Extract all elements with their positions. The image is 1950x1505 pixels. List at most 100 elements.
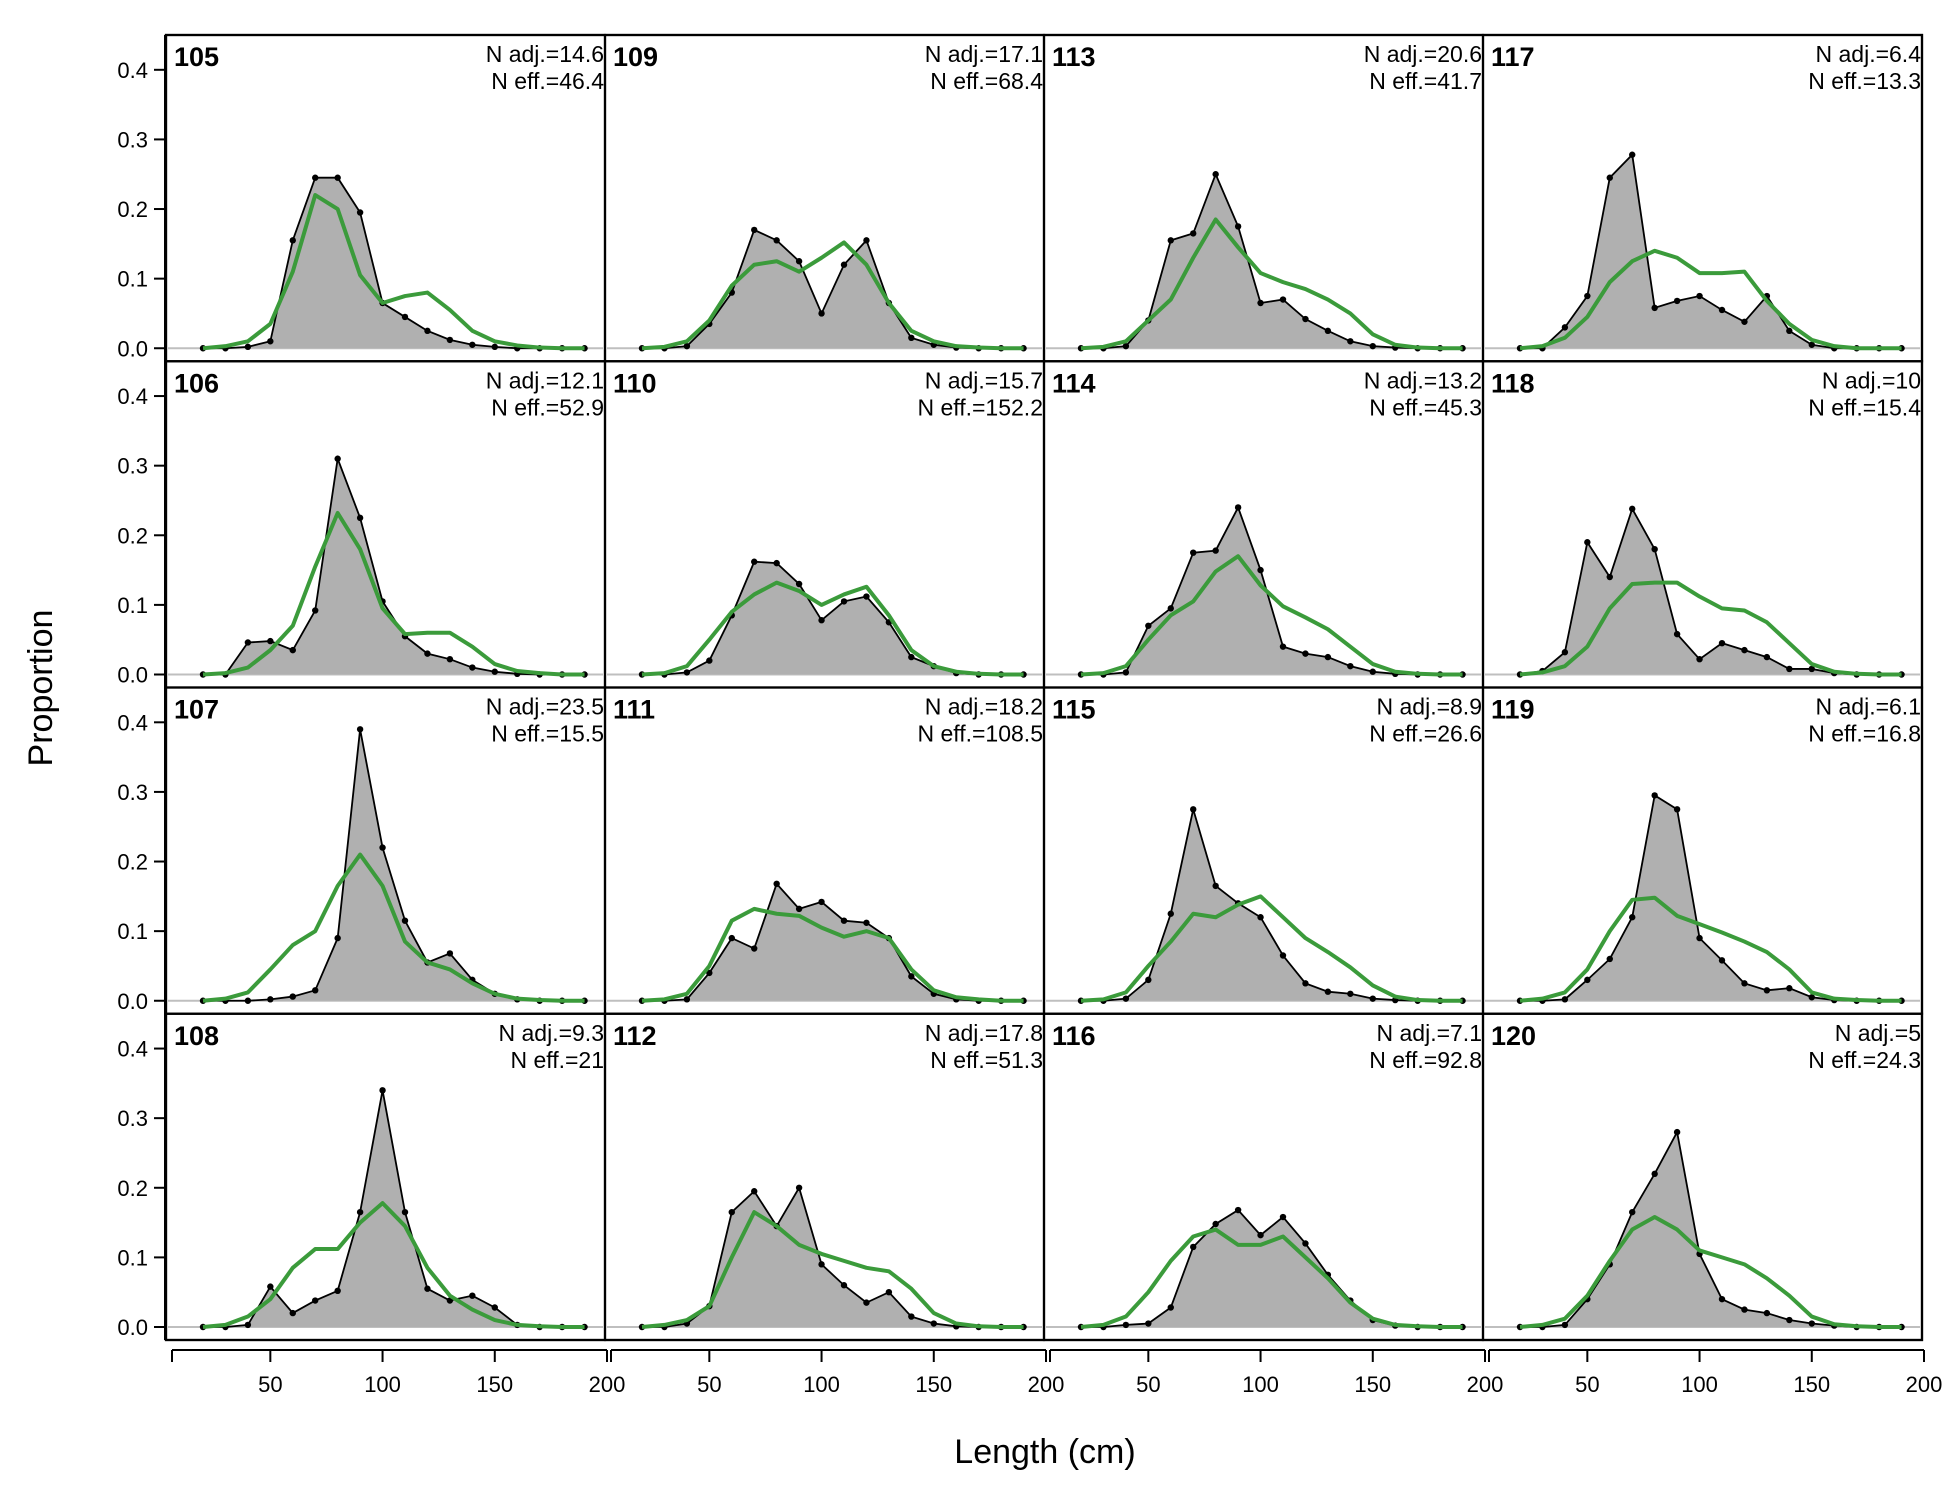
observed-point-116-80 <box>1212 1220 1219 1228</box>
observed-point-114-90 <box>1234 504 1242 511</box>
y-tick-label-106-4: 0.4 <box>117 384 148 409</box>
panel-n-eff-115: N eff.=26.6 <box>1369 721 1482 747</box>
observed-point-108-80 <box>334 1287 341 1295</box>
observed-point-109-70 <box>751 226 758 234</box>
panel-id-106: 106 <box>174 368 219 398</box>
observed-point-120-70 <box>1629 1208 1636 1216</box>
panel-n-adj-120: N adj.=5 <box>1835 1020 1921 1046</box>
observed-point-119-70 <box>1629 914 1636 921</box>
observed-point-111-120 <box>863 919 870 926</box>
expected-line-109 <box>641 240 1024 351</box>
observed-point-107-130 <box>446 950 454 957</box>
observed-point-106-150 <box>491 668 498 675</box>
observed-point-110-70 <box>751 558 758 565</box>
x-tick-label-108-150: 150 <box>476 1372 513 1397</box>
panel-n-eff-110: N eff.=152.2 <box>917 394 1043 420</box>
observed-point-115-150 <box>1369 995 1376 1002</box>
panel-n-eff-111: N eff.=108.5 <box>917 721 1043 747</box>
y-tick-label-106-0: 0.0 <box>117 663 148 688</box>
panel-112: 112 N adj.=17.8N eff.=51.3 <box>603 1012 1046 1342</box>
observed-point-111-140 <box>908 973 915 980</box>
y-tick-label-107-0: 0.0 <box>117 989 148 1014</box>
panel-n-eff-113: N eff.=41.7 <box>1369 68 1482 94</box>
observed-point-114-140 <box>1347 662 1354 670</box>
observed-point-105-50 <box>267 338 274 345</box>
observed-point-109-40 <box>683 342 691 350</box>
panel-id-109: 109 <box>613 42 658 72</box>
observed-point-105-40 <box>244 343 252 351</box>
observed-point-117-60 <box>1606 174 1613 181</box>
observed-point-108-140 <box>469 1292 476 1299</box>
y-tick-label-108-2: 0.2 <box>117 1176 148 1201</box>
expected-line-112 <box>641 1210 1024 1329</box>
panel-n-adj-119: N adj.=6.1 <box>1816 694 1922 720</box>
observed-point-120-40 <box>1561 1321 1569 1329</box>
panel-n-adj-116: N adj.=7.1 <box>1377 1020 1483 1046</box>
expected-line-107 <box>202 852 585 1003</box>
observed-point-114-70 <box>1190 549 1197 556</box>
observed-point-110-50 <box>706 657 713 664</box>
observed-point-115-140 <box>1347 990 1354 997</box>
observed-point-107-80 <box>334 934 341 942</box>
observed-point-106-130 <box>446 655 454 663</box>
x-tick-label-116-150: 150 <box>1354 1372 1391 1397</box>
observed-point-119-50 <box>1584 976 1591 984</box>
observed-point-111-40 <box>683 996 691 1003</box>
panel-n-adj-105: N adj.=14.6 <box>486 41 604 67</box>
observed-point-113-60 <box>1167 237 1174 244</box>
observed-point-105-80 <box>334 174 341 181</box>
panel-115: 115 N adj.=8.9N eff.=26.6 <box>1042 686 1485 1015</box>
observed-point-115-40 <box>1122 995 1130 1002</box>
observed-point-120-130 <box>1763 1309 1771 1317</box>
panel-n-eff-117: N eff.=13.3 <box>1808 68 1921 94</box>
expected-line-114 <box>1080 554 1463 677</box>
expected-line-105 <box>202 193 585 351</box>
observed-point-113-110 <box>1279 296 1287 303</box>
panel-n-eff-105: N eff.=46.4 <box>491 68 604 94</box>
x-tick-label-108-200: 200 <box>589 1372 626 1397</box>
observed-point-118-140 <box>1786 665 1793 673</box>
observed-point-111-70 <box>751 945 758 952</box>
observed-point-117-40 <box>1561 324 1569 331</box>
y-tick-label-106-1: 0.1 <box>117 593 148 618</box>
panel-n-eff-118: N eff.=15.4 <box>1808 394 1921 420</box>
x-tick-label-108-100: 100 <box>364 1372 401 1397</box>
x-tick-label-120-150: 150 <box>1793 1372 1830 1397</box>
y-tick-label-106-2: 0.2 <box>117 523 148 548</box>
observed-point-106-40 <box>244 639 252 646</box>
observed-point-119-110 <box>1718 957 1726 964</box>
observed-point-111-60 <box>728 934 735 942</box>
expected-line-116 <box>1080 1227 1463 1329</box>
observed-point-113-120 <box>1302 315 1309 323</box>
observed-area-112 <box>642 1187 1024 1327</box>
y-tick-label-108-3: 0.3 <box>117 1106 148 1131</box>
observed-point-120-80 <box>1651 1170 1658 1178</box>
observed-point-115-120 <box>1302 980 1309 987</box>
observed-point-105-150 <box>491 343 498 351</box>
observed-point-115-70 <box>1190 806 1197 813</box>
observed-point-106-140 <box>469 664 476 671</box>
observed-point-113-80 <box>1212 171 1219 178</box>
observed-point-112-100 <box>818 1261 825 1268</box>
panel-id-113: 113 <box>1052 42 1096 72</box>
observed-point-119-150 <box>1808 994 1815 1001</box>
y-tick-label-105-4: 0.4 <box>117 58 148 83</box>
y-axis-title: Proportion <box>22 610 60 767</box>
observed-point-118-60 <box>1606 573 1613 581</box>
panel-116: 116 N adj.=7.1N eff.=92.8 <box>1042 1012 1485 1342</box>
observed-point-120-140 <box>1786 1316 1793 1324</box>
panel-n-eff-119: N eff.=16.8 <box>1808 721 1921 747</box>
observed-point-117-70 <box>1629 151 1636 158</box>
observed-point-119-130 <box>1763 987 1771 994</box>
panel-id-115: 115 <box>1052 695 1096 725</box>
observed-point-108-70 <box>312 1297 319 1304</box>
observed-point-118-120 <box>1741 646 1748 654</box>
expected-line-119 <box>1519 895 1902 1003</box>
observed-point-118-40 <box>1561 649 1569 656</box>
x-tick-label-120-50: 50 <box>1575 1372 1599 1397</box>
panel-id-111: 111 <box>613 695 655 725</box>
observed-point-106-120 <box>424 650 431 657</box>
panel-id-105: 105 <box>174 42 219 72</box>
